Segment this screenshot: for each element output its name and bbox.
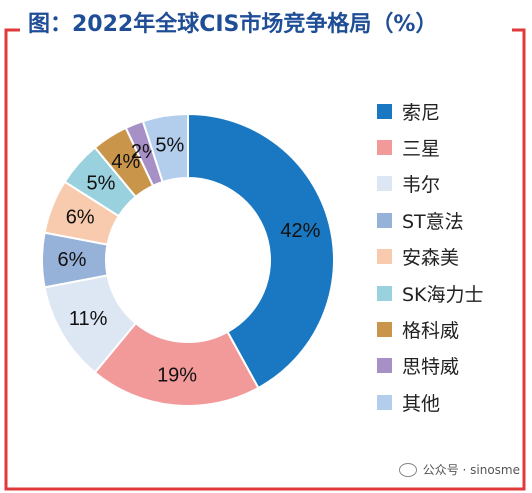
donut-slice-0	[187, 112, 335, 390]
legend-swatch	[377, 249, 392, 265]
data-label-3: 6%	[58, 249, 87, 271]
legend-item-3: ST意法	[377, 202, 527, 238]
legend-item-1: 三星	[377, 129, 527, 165]
legend-label: 三星	[402, 138, 441, 161]
legend-label: ST意法	[402, 210, 464, 233]
legend-swatch	[377, 212, 392, 228]
donut-slice-8	[141, 112, 189, 184]
legend-label: 韦尔	[402, 174, 441, 197]
legend-item-7: 思特威	[377, 348, 527, 384]
legend-label: 思特威	[402, 356, 460, 379]
legend-item-0: 索尼	[377, 93, 527, 129]
legend-swatch	[377, 358, 392, 374]
legend-label: 索尼	[402, 101, 441, 124]
watermark: 公众号 · sinosme	[398, 461, 520, 478]
wechat-icon	[398, 462, 417, 477]
data-label-8: 5%	[155, 134, 184, 156]
legend-label: 格科威	[402, 320, 460, 343]
legend-label: SK海力士	[402, 283, 484, 306]
legend-item-4: 安森美	[377, 239, 527, 275]
data-label-2: 11%	[69, 308, 108, 330]
legend-swatch	[377, 322, 392, 338]
legend-item-5: SK海力士	[377, 275, 527, 311]
legend-label: 安森美	[402, 247, 460, 270]
data-label-4: 6%	[66, 206, 95, 228]
legend-item-6: 格科威	[377, 311, 527, 347]
legend-item-2: 韦尔	[377, 166, 527, 202]
legend-swatch	[377, 140, 392, 156]
legend-item-8: 其他	[377, 384, 527, 420]
data-label-1: 19%	[157, 364, 197, 386]
chart-legend: 索尼三星韦尔 ST意法安森美 SK海力士格科威思特威其他	[377, 93, 527, 421]
data-label-6: 4%	[111, 151, 140, 173]
legend-swatch	[377, 176, 392, 192]
legend-swatch	[377, 285, 392, 301]
legend-swatch	[377, 103, 392, 119]
watermark-text: 公众号 · sinosme	[422, 463, 520, 477]
legend-label: 其他	[402, 392, 441, 415]
legend-swatch	[377, 394, 392, 410]
data-label-0: 42%	[280, 220, 320, 242]
data-label-5: 5%	[87, 172, 116, 194]
chart-title: 图：2022年全球CIS市场竞争格局（%）	[28, 12, 438, 37]
donut-slice-1	[93, 321, 260, 407]
